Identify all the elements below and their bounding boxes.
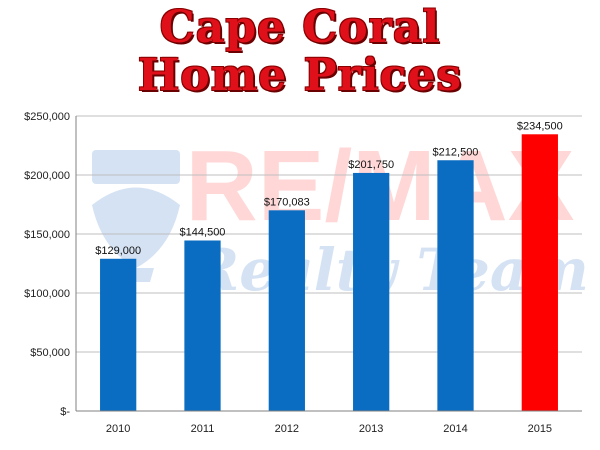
data-label-2010: $129,000 bbox=[95, 245, 141, 257]
bar-2015 bbox=[521, 134, 558, 412]
gridlines bbox=[76, 115, 582, 353]
y-tick-label: $50,000 bbox=[30, 347, 70, 359]
bar-2014 bbox=[437, 160, 474, 411]
y-tick-label: $100,000 bbox=[24, 288, 70, 300]
y-tick-label: $150,000 bbox=[24, 229, 70, 241]
bar-2011 bbox=[184, 240, 221, 411]
x-axis-ticks: 2010 2011 2012 2013 2014 2015 bbox=[106, 423, 552, 435]
x-tick-label: 2013 bbox=[359, 423, 383, 435]
data-label-2013: $201,750 bbox=[348, 159, 394, 171]
bar-2013 bbox=[353, 172, 390, 411]
x-tick-label: 2010 bbox=[106, 423, 130, 435]
remax-watermark: RE/MAX Realty Team bbox=[92, 130, 589, 304]
remax-balloon-logo bbox=[92, 150, 180, 282]
chart-title-line-1: Cape Coral bbox=[159, 2, 441, 53]
chart-title-line-2: Home Prices bbox=[137, 50, 463, 101]
x-tick-label: 2015 bbox=[528, 423, 552, 435]
data-label-2015: $234,500 bbox=[517, 120, 563, 132]
data-labels: $129,000 $144,500 $170,083 $201,750 $212,500… bbox=[95, 120, 563, 256]
x-tick-label: 2012 bbox=[275, 423, 299, 435]
data-label-2014: $212,500 bbox=[433, 146, 479, 158]
bar-2012 bbox=[268, 210, 305, 411]
y-axis-ticks: $- $50,000 $100,000 $150,000 $200,000 $250,00… bbox=[24, 111, 70, 418]
data-label-2012: $170,083 bbox=[264, 196, 310, 208]
y-tick-label: $- bbox=[60, 406, 70, 418]
bars bbox=[100, 134, 558, 412]
bar-2010 bbox=[100, 258, 137, 411]
x-tick-label: 2014 bbox=[443, 423, 467, 435]
y-tick-label: $250,000 bbox=[24, 111, 70, 123]
data-label-2011: $144,500 bbox=[180, 226, 226, 238]
y-tick-label: $200,000 bbox=[24, 170, 70, 182]
x-tick-label: 2011 bbox=[191, 423, 215, 435]
